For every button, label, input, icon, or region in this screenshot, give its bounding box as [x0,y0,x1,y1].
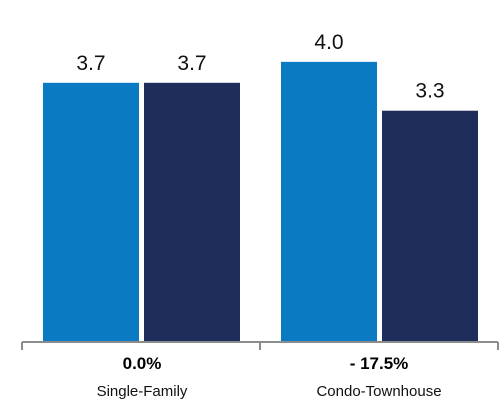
value-label-condo-townhouse-series-1: 4.0 [314,31,343,54]
change-label-single-family: 0.0% [123,354,162,373]
bar-single-family-series-2 [144,82,240,341]
bars-group [43,61,478,341]
value-label-single-family-series-2: 3.7 [177,52,206,75]
bar-condo-townhouse-series-1 [281,61,377,341]
bar-single-family-series-1 [43,82,139,341]
category-label-single-family: Single-Family [97,383,188,400]
bar-condo-townhouse-series-2 [382,110,478,341]
category-label-condo-townhouse: Condo-Townhouse [316,383,441,400]
value-label-condo-townhouse-series-2: 3.3 [415,80,444,103]
value-label-single-family-series-1: 3.7 [76,52,105,75]
value-labels-group: 3.7 3.7 4.0 3.3 [76,31,444,103]
change-label-condo-townhouse: - 17.5% [350,354,409,373]
